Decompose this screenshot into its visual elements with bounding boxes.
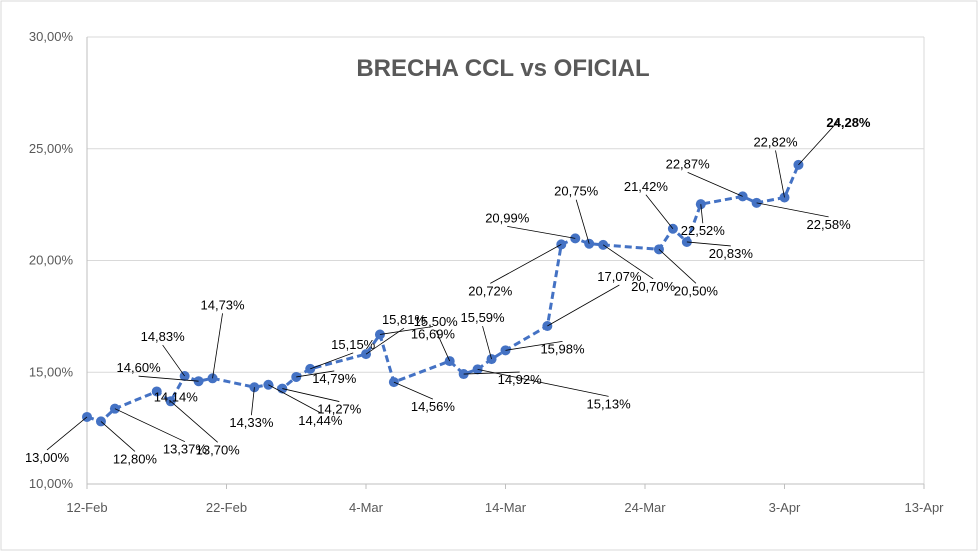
data-label: 14,73% — [201, 297, 246, 312]
label-leader-line — [296, 370, 335, 378]
label-leader-line — [393, 381, 434, 400]
label-leader-line — [490, 244, 562, 284]
data-label: 22,87% — [666, 156, 711, 171]
data-label: 22,52% — [681, 223, 726, 238]
label-leader-line — [602, 244, 654, 280]
label-leader-line — [482, 325, 492, 360]
data-label: 14,83% — [141, 329, 186, 344]
data-label: 14,14% — [154, 389, 199, 404]
x-tick-label: 4-Mar — [349, 500, 384, 515]
x-tick-label: 22-Feb — [206, 500, 247, 515]
data-label: 13,37% — [163, 442, 208, 457]
data-label: 14,60% — [117, 360, 162, 375]
data-label: 24,28% — [826, 115, 871, 130]
y-tick-label: 10,00% — [29, 476, 74, 491]
data-label: 14,33% — [229, 415, 274, 430]
x-tick-label: 24-Mar — [624, 500, 666, 515]
data-label: 15,98% — [540, 341, 585, 356]
label-leader-line — [138, 375, 199, 382]
data-label: 16,69% — [411, 326, 456, 341]
label-leader-line — [463, 371, 520, 375]
y-tick-label: 15,00% — [29, 364, 74, 379]
label-leader-line — [547, 284, 620, 327]
data-label: 14,44% — [298, 413, 343, 428]
label-leader-line — [310, 352, 354, 370]
data-label: 12,80% — [113, 451, 158, 466]
data-label: 14,79% — [312, 371, 357, 386]
data-label: 22,58% — [807, 217, 852, 232]
x-tick-label: 3-Apr — [769, 500, 801, 515]
data-label: 17,07% — [597, 269, 642, 284]
data-label: 13,00% — [25, 450, 70, 465]
data-label: 15,15% — [331, 337, 376, 352]
data-label: 15,13% — [587, 396, 632, 411]
data-label: 15,81% — [382, 312, 427, 327]
data-label: 14,92% — [498, 372, 543, 387]
label-leader-line — [575, 199, 590, 244]
label-leader-line — [282, 388, 340, 402]
data-label: 14,56% — [411, 399, 456, 414]
label-leader-line — [645, 194, 674, 230]
label-leader-line — [507, 225, 576, 239]
data-label: 21,42% — [624, 179, 669, 194]
y-tick-label: 30,00% — [29, 29, 74, 44]
gridlines — [87, 36, 925, 484]
label-leader-line — [658, 249, 697, 284]
data-label: 20,83% — [709, 246, 754, 261]
x-tick-label: 12-Feb — [66, 500, 107, 515]
label-leader-line — [365, 327, 405, 355]
data-label: 15,59% — [461, 310, 506, 325]
label-leader-line — [162, 344, 185, 377]
label-leader-line — [686, 241, 731, 247]
label-leader-line — [798, 120, 839, 166]
data-point — [151, 386, 162, 397]
label-leader-line — [505, 340, 563, 351]
label-leader-line — [100, 421, 136, 452]
label-leader-line — [379, 326, 434, 335]
data-label: 20,70% — [631, 279, 676, 294]
x-tick-label: 13-Apr — [904, 500, 944, 515]
label-leader-line — [170, 401, 218, 443]
label-leader-line — [251, 387, 255, 416]
chart-title: BRECHA CCL vs OFICIAL — [356, 55, 649, 82]
label-leader-line — [212, 313, 223, 379]
label-leader-line — [435, 329, 451, 362]
data-label: 14,27% — [317, 402, 362, 417]
data-label: 20,50% — [674, 283, 719, 298]
axes: 10,00% 15,00% 20,00% 25,00% 30,00% 12-Feb 22-F… — [29, 29, 944, 515]
label-leader-line — [700, 204, 704, 224]
label-leader-line — [756, 202, 829, 218]
data-label: 13,70% — [196, 442, 241, 457]
y-tick-label: 25,00% — [29, 141, 74, 156]
label-leader-line — [114, 408, 186, 443]
label-leader-line — [477, 368, 609, 397]
label-leader-line — [268, 384, 321, 414]
data-labels: 13,00% 12,80% 13,37% 14,14% 13,70% 14,83% 14,6… — [25, 115, 871, 467]
label-leader-line — [46, 416, 88, 451]
data-label: 20,72% — [468, 283, 513, 298]
x-tick-label: 14-Mar — [485, 500, 527, 515]
series-line — [86, 164, 800, 423]
label-leader-line — [687, 171, 743, 197]
label-leader-line — [775, 150, 785, 198]
data-label: 20,75% — [554, 184, 599, 199]
data-label: 20,99% — [485, 210, 530, 225]
data-label: 15,50% — [414, 314, 459, 329]
data-label: 22,82% — [753, 134, 798, 149]
y-tick-label: 20,00% — [29, 253, 74, 268]
